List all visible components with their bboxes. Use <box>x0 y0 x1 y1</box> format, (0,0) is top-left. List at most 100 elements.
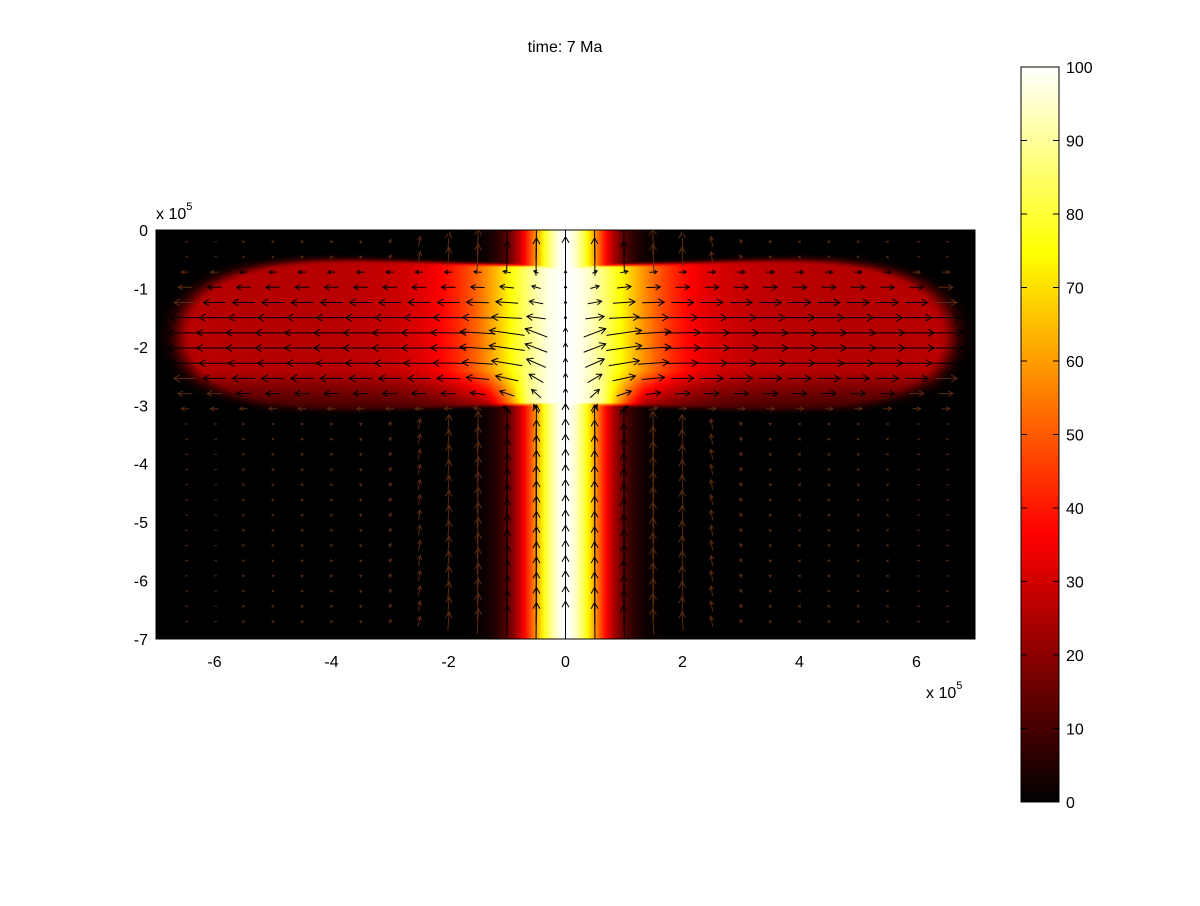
velocity-arrow <box>708 478 715 490</box>
velocity-arrow <box>402 359 435 368</box>
velocity-arrow <box>589 388 601 399</box>
velocity-arrow <box>788 374 812 383</box>
velocity-arrow <box>407 298 431 307</box>
velocity-arrow <box>708 250 715 263</box>
velocity-arrow <box>242 528 246 532</box>
velocity-arrow <box>445 246 453 267</box>
x-tick-label: -4 <box>324 654 338 671</box>
velocity-arrow <box>708 569 715 582</box>
velocity-arrow <box>768 529 772 533</box>
x-tick-label: 2 <box>678 654 687 671</box>
velocity-arrow <box>817 374 842 383</box>
x-tick-label: 4 <box>795 654 804 671</box>
velocity-arrow <box>416 478 423 490</box>
velocity-arrow <box>885 422 889 426</box>
velocity-arrow <box>330 574 334 578</box>
velocity-arrow <box>271 240 275 244</box>
y-tick-label: -5 <box>134 515 148 532</box>
velocity-arrow <box>326 406 336 412</box>
velocity-arrow <box>469 389 486 397</box>
velocity-arrow <box>708 493 715 506</box>
velocity-arrow <box>300 543 305 548</box>
velocity-arrow <box>385 269 394 275</box>
velocity-arrow <box>875 374 900 383</box>
velocity-arrow <box>388 451 392 457</box>
velocity-arrow <box>649 592 657 620</box>
velocity-arrow <box>271 619 275 624</box>
velocity-arrow <box>414 269 424 275</box>
velocity-arrow <box>319 298 343 307</box>
velocity-arrow <box>708 417 715 430</box>
velocity-arrow <box>300 604 305 608</box>
velocity-arrow <box>821 390 838 397</box>
velocity-arrow <box>856 528 860 532</box>
velocity-arrow <box>416 584 423 597</box>
velocity-arrow <box>885 589 889 593</box>
velocity-arrow <box>678 413 686 434</box>
velocity-arrow <box>678 595 686 616</box>
velocity-arrow <box>256 313 289 322</box>
velocity-arrow <box>300 255 305 259</box>
velocity-arrow <box>388 466 392 472</box>
velocity-arrow <box>242 559 246 563</box>
velocity-arrow <box>590 284 601 290</box>
velocity-arrow <box>678 550 686 571</box>
velocity-arrow <box>708 600 715 612</box>
velocity-arrow <box>649 471 657 498</box>
velocity-arrow <box>739 466 743 472</box>
velocity-arrow <box>271 452 275 456</box>
velocity-arrow <box>584 357 606 368</box>
velocity-arrow <box>885 498 889 502</box>
velocity-arrow <box>416 463 423 475</box>
velocity-arrow <box>373 313 406 322</box>
velocity-arrow <box>242 437 246 441</box>
velocity-arrow <box>671 374 695 383</box>
velocity-arrow <box>768 559 772 563</box>
velocity-arrow <box>388 527 392 533</box>
velocity-arrow <box>289 374 314 383</box>
velocity-arrow <box>826 604 831 608</box>
velocity-arrow <box>293 390 310 397</box>
velocity-arrow <box>359 559 363 563</box>
velocity-arrow <box>326 269 336 275</box>
velocity-arrow <box>330 528 334 533</box>
velocity-arrow <box>635 343 672 352</box>
velocity-arrow <box>856 543 860 548</box>
velocity-arrow <box>700 374 725 383</box>
velocity-arrow <box>416 493 423 506</box>
plot-area <box>156 230 975 639</box>
velocity-arrow <box>330 437 334 441</box>
velocity-arrow <box>177 284 193 291</box>
velocity-arrow <box>388 421 392 427</box>
velocity-arrow <box>678 489 686 510</box>
velocity-arrow <box>525 357 547 368</box>
velocity-arrow <box>445 474 453 495</box>
velocity-arrow <box>824 269 834 275</box>
velocity-arrow <box>678 519 686 540</box>
velocity-arrow <box>649 546 657 574</box>
velocity-arrow <box>180 406 190 412</box>
velocity-arrow <box>856 240 860 244</box>
velocity-arrow <box>912 406 922 412</box>
velocity-arrow <box>445 611 453 631</box>
velocity-arrow <box>388 557 392 563</box>
velocity-arrow <box>388 588 392 594</box>
velocity-arrow <box>344 313 376 322</box>
velocity-arrow <box>330 452 334 457</box>
velocity-arrow <box>642 298 666 307</box>
velocity-arrow <box>909 390 925 397</box>
colorbar-ticks: 0 10 20 30 40 50 60 70 80 90 100 <box>1021 60 1093 812</box>
velocity-arrow <box>941 406 951 412</box>
velocity-arrow <box>649 230 657 255</box>
velocity-arrow <box>646 283 662 291</box>
velocity-arrow <box>708 235 715 247</box>
velocity-arrow <box>388 238 392 244</box>
velocity-arrow <box>445 504 453 525</box>
velocity-arrow <box>330 240 334 244</box>
velocity-arrow <box>707 269 717 275</box>
velocity-arrow <box>315 313 347 322</box>
velocity-arrow <box>300 574 305 578</box>
velocity-arrow <box>474 607 482 635</box>
velocity-arrow <box>242 513 246 517</box>
velocity-arrow <box>733 284 750 291</box>
